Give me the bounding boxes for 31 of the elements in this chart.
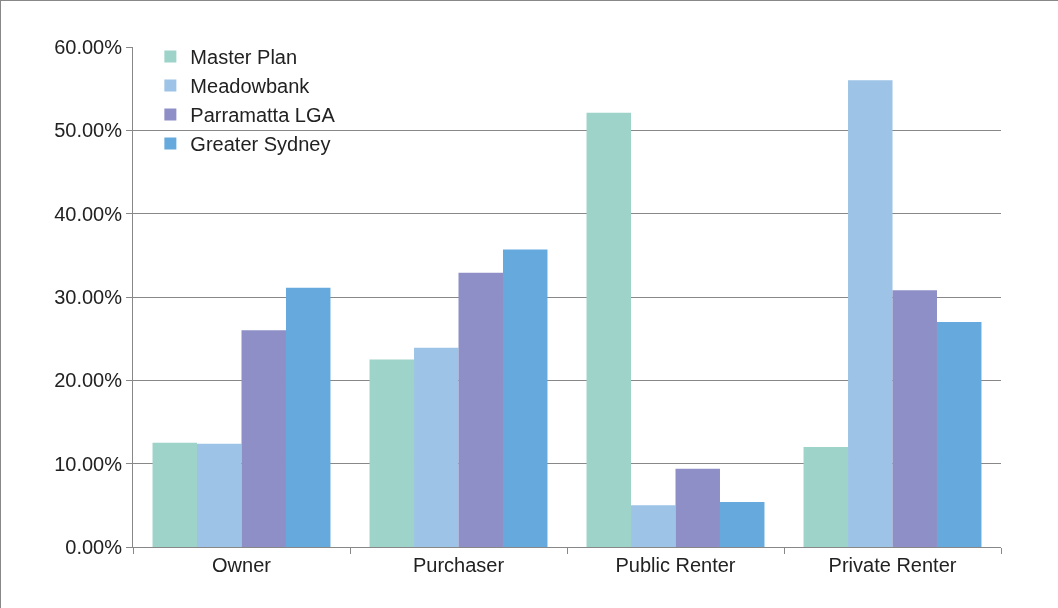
y-tick-label: 60.00% xyxy=(54,36,123,58)
legend-label: Meadowbank xyxy=(190,75,311,98)
x-tick-label: Private Renter xyxy=(828,554,957,576)
bar xyxy=(675,468,720,547)
bar xyxy=(936,322,982,547)
y-tick-label: 50.00% xyxy=(54,119,123,142)
y-tick-label: 40.00% xyxy=(54,202,123,225)
bar xyxy=(719,502,765,547)
legend-label: Master Plan xyxy=(190,46,298,69)
x-tick-label: Public Renter xyxy=(615,554,736,576)
y-tick-label: 10.00% xyxy=(54,452,123,475)
x-tick-label: Owner xyxy=(212,554,272,576)
bar xyxy=(197,443,242,547)
legend-label: Greater Sydney xyxy=(190,133,331,156)
y-tick-label: 30.00% xyxy=(54,286,123,308)
y-tick-label: 20.00% xyxy=(54,369,123,392)
bar xyxy=(848,80,893,547)
bar xyxy=(803,447,849,547)
bar xyxy=(285,287,331,547)
x-tick-label: Purchaser xyxy=(412,554,505,576)
bar xyxy=(502,249,548,547)
legend-label: Parramatta LGA xyxy=(190,104,336,127)
bar xyxy=(458,272,503,547)
bar xyxy=(369,359,415,547)
bar xyxy=(631,505,676,547)
bar xyxy=(152,442,198,547)
bar xyxy=(241,330,286,547)
bar xyxy=(414,347,459,547)
y-tick-label: 0.00% xyxy=(65,536,123,558)
bar xyxy=(892,290,937,547)
bar xyxy=(586,112,632,547)
